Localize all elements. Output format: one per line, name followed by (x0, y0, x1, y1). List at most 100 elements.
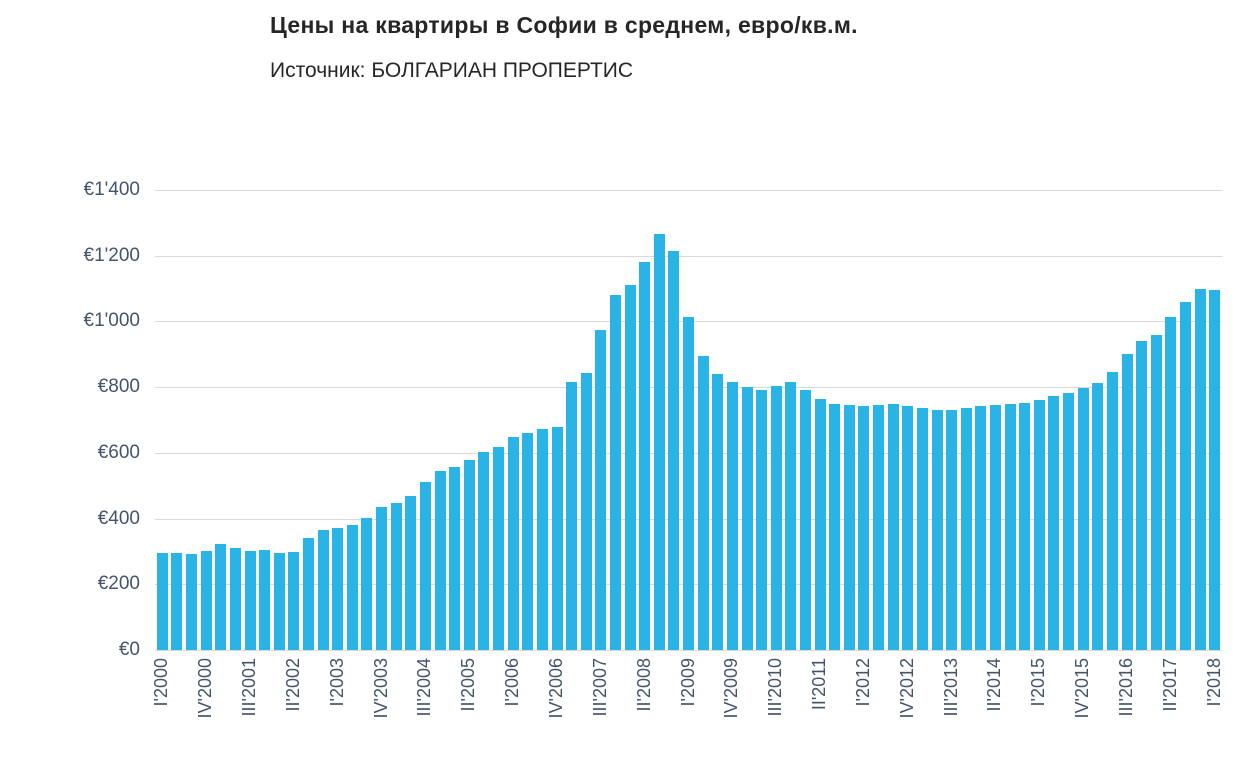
bar-II'2007 (580, 373, 592, 650)
y-tick-label: €0 (118, 639, 140, 660)
x-tick-label: III'2004 (414, 658, 435, 717)
bar-IV'2006 (551, 426, 563, 650)
chart-title: Цены на квартиры в Софии в среднем, евро… (270, 12, 858, 38)
bar-II'2008 (639, 262, 651, 650)
bar-II'2009 (697, 355, 709, 650)
bar-IV'2010 (785, 382, 797, 650)
x-tick-label: IV'2012 (896, 658, 917, 719)
bar-I'2003 (332, 527, 344, 650)
bar-I'2012 (858, 406, 870, 650)
bar-III'2006 (536, 429, 548, 650)
x-tick-label: II'2014 (984, 658, 1005, 712)
y-tick-label: €800 (97, 376, 140, 398)
x-tick-label: II'2002 (282, 658, 303, 712)
x-tick-label: III'2007 (589, 658, 610, 717)
bar-I'2004 (390, 503, 402, 650)
bar-IV'2016 (1136, 341, 1148, 650)
x-tick-label: IV'2003 (370, 658, 391, 719)
x-tick-label: I'2012 (852, 658, 873, 707)
bar-III'2008 (653, 234, 665, 650)
x-axis: I'2000 IV'2000 III'2001 II'2002 I'2003 IV'200… (151, 658, 1224, 783)
y-tick-label: €1'000 (83, 310, 140, 332)
bar-I'2009 (683, 316, 694, 650)
y-tick-label: €200 (97, 573, 140, 595)
x-tick-label: I'2009 (677, 658, 698, 707)
bar-III'2003 (361, 517, 373, 650)
gridline (155, 255, 1222, 257)
bar-IV'2009 (726, 382, 738, 650)
bar-II'2000 (171, 553, 183, 650)
bar-I'2014 (975, 406, 987, 650)
bar-IV'2017 (1194, 289, 1206, 650)
bar-III'2002 (303, 537, 314, 650)
bar-IV'2015 (1077, 387, 1089, 650)
bar-II'2014 (989, 405, 1001, 650)
bar-III'2001 (244, 550, 256, 650)
bar-IV'2012 (902, 405, 914, 650)
bar-III'2005 (478, 452, 490, 650)
x-tick-label: III'2001 (239, 658, 259, 717)
bar-I'2013 (916, 407, 928, 650)
bar-I'2005 (449, 466, 461, 650)
x-tick-label: II'2011 (809, 658, 829, 711)
bar-II'2017 (1165, 316, 1177, 650)
x-tick-label: IV'2009 (721, 658, 742, 719)
bar-II'2010 (756, 390, 768, 650)
bar-IV'2007 (609, 295, 621, 650)
bar-I'2008 (624, 285, 636, 650)
x-tick-label: I'2003 (326, 658, 347, 707)
x-tick-label: II'2008 (633, 658, 654, 712)
y-tick-label: €400 (97, 507, 140, 529)
y-tick-label: €600 (97, 441, 140, 463)
bar-II'2003 (346, 525, 358, 650)
y-tick-label: €1'200 (83, 244, 140, 266)
bar-III'2016 (1121, 354, 1133, 650)
bar-II'2015 (1048, 396, 1060, 650)
x-tick-label: IV'2006 (546, 658, 566, 719)
gridline (155, 650, 1222, 651)
bar-III'2010 (770, 385, 782, 650)
gridline (155, 190, 1222, 191)
bar-I'2011 (799, 390, 811, 650)
x-tick-label: III'2010 (765, 658, 786, 717)
bar-IV'2002 (317, 529, 329, 650)
bar-IV'2000 (200, 550, 212, 650)
x-tick-label: IV'2000 (195, 658, 216, 719)
y-tick-label: €1'400 (83, 179, 140, 200)
bar-III'2000 (186, 554, 197, 650)
x-tick-label: III'2013 (940, 658, 961, 717)
bar-III'2014 (1004, 404, 1016, 650)
bar-II'2002 (288, 552, 300, 650)
bar-I'2016 (1092, 383, 1104, 650)
x-tick-label: III'2016 (1116, 658, 1136, 717)
x-tick-label: I'2000 (151, 658, 172, 707)
bar-IV'2004 (434, 470, 446, 650)
bar-IV'2013 (960, 408, 972, 650)
bar-IV'2011 (843, 405, 855, 650)
x-tick-label: II'2005 (458, 658, 479, 712)
bar-II'2013 (931, 409, 943, 650)
bar-IV'2003 (376, 506, 388, 650)
bar-III'2011 (829, 403, 841, 650)
plot-area (155, 190, 1222, 651)
bar-IV'2001 (259, 549, 271, 650)
bar-IV'2005 (493, 446, 504, 650)
x-tick-label: I'2006 (502, 658, 523, 707)
x-tick-label: IV'2015 (1072, 658, 1093, 719)
bar-II'2001 (229, 547, 241, 650)
x-tick-label: I'2015 (1028, 658, 1049, 707)
bar-III'2013 (946, 410, 958, 650)
bar-I'2007 (566, 382, 578, 650)
bar-I'2010 (741, 387, 753, 650)
bar-III'2017 (1180, 301, 1191, 650)
x-tick-label: II'2017 (1159, 658, 1180, 712)
x-tick-label: I'2018 (1203, 658, 1224, 707)
bar-II'2004 (405, 495, 417, 650)
chart-header: Цены на квартиры в Софии в среднем, евро… (270, 12, 858, 83)
bar-IV'2008 (668, 250, 680, 650)
bar-II'2006 (522, 432, 534, 650)
bar-III'2015 (1063, 393, 1074, 650)
bar-II'2016 (1106, 372, 1118, 650)
chart-subtitle: Источник: БОЛГАРИАН ПРОПЕРТИС (270, 59, 634, 82)
